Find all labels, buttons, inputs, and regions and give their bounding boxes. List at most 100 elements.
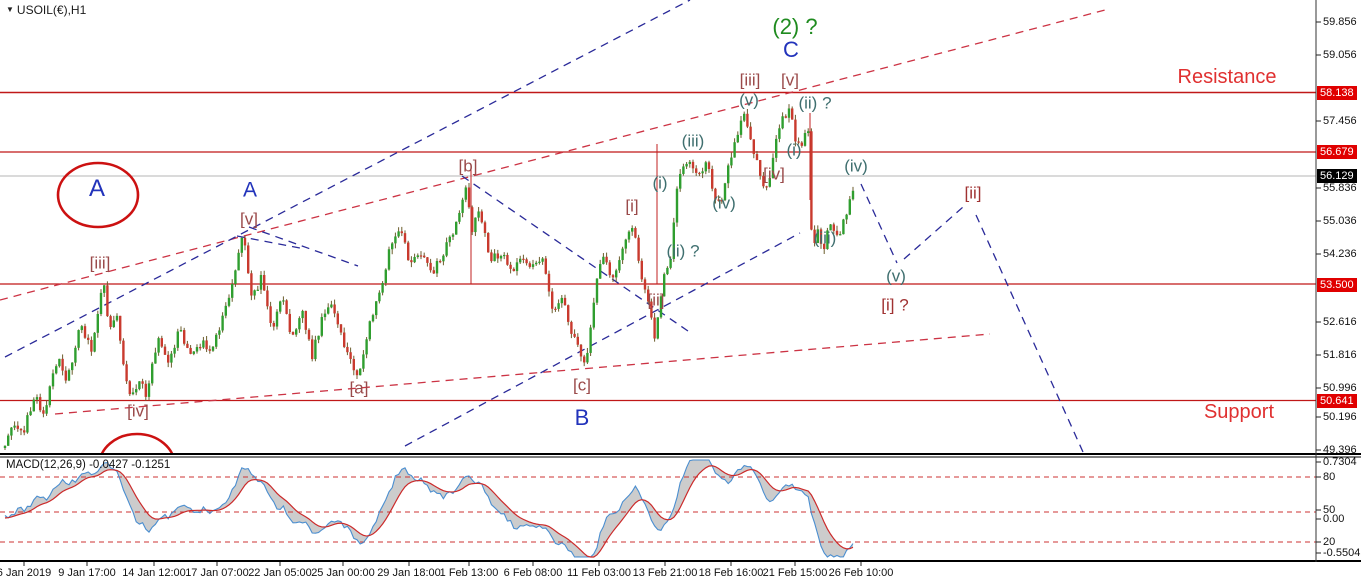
bearish-candle [650,301,653,318]
bearish-candle [410,260,413,263]
red-dashed-trendline[interactable] [0,9,1106,301]
bearish-candle [759,160,762,176]
bearish-candle [125,364,128,382]
blue-dashed-trendline[interactable] [975,214,1084,453]
bullish-candle [816,229,819,243]
bullish-candle [115,315,119,321]
blue-dashed-trendline[interactable] [860,183,898,264]
bullish-candle [234,270,237,284]
bullish-candle [282,300,285,302]
blue-dashed-trendline[interactable] [404,232,801,447]
symbol-period-label: USOIL(€),H1 [16,3,87,17]
time-axis-label: 6 Feb 08:00 [503,567,563,579]
bearish-candle [128,381,131,395]
bearish-candle [339,324,343,333]
wave-label: (i) [786,140,802,160]
bullish-candle [359,368,362,376]
bullish-candle [538,261,541,263]
chart-symbol-title[interactable]: ▼ USOIL(€),H1 [6,3,86,17]
bullish-candle [394,236,397,244]
ellipse-annotation[interactable] [56,161,140,229]
price-tick-label: 49.396 [1323,444,1357,456]
bullish-candle [845,214,848,220]
bearish-candle [432,270,435,274]
bearish-candle [551,291,554,309]
wave-label: [ii] [964,183,982,203]
bearish-candle [819,229,823,244]
blue-dashed-trendline[interactable] [4,0,691,358]
bullish-candle [202,340,205,348]
blue-dashed-trendline[interactable] [248,226,359,267]
bullish-candle [275,311,279,327]
collapse-triangle-icon[interactable]: ▼ [6,5,14,14]
indicator-tick-label: 50 [1323,504,1336,516]
bearish-candle [311,339,314,360]
bullish-candle [170,353,173,363]
time-axis-label: 11 Feb 03:00 [566,567,632,579]
wave-label: B [574,405,590,430]
bearish-candle [266,290,269,307]
price-level-badge: 58.138 [1317,86,1357,100]
bullish-candle [743,113,746,121]
time-axis-label: 21 Feb 15:00 [762,567,828,579]
wave-label: A [242,178,258,202]
bullish-candle [839,234,842,236]
bearish-candle [567,305,570,322]
bearish-candle [355,370,359,376]
bullish-candle [330,304,333,308]
wave-label: (iii) [681,131,705,151]
bearish-candle [243,237,247,246]
wave-label: C [783,37,799,62]
bullish-candle [435,261,439,274]
ellipse-annotation[interactable] [99,432,175,498]
bullish-candle [455,221,458,235]
blue-dashed-trendline[interactable] [903,206,964,260]
bullish-candle [176,331,179,348]
time-axis-label: 9 Jan 17:00 [58,567,116,579]
bearish-candle [605,256,608,263]
wave-label: [v] [781,70,799,90]
wave-label: [i] [625,196,639,216]
bullish-candle [381,283,384,293]
bullish-candle [442,255,445,262]
bullish-candle [384,269,387,284]
time-axis-label: 22 Jan 05:00 [248,567,312,579]
bullish-candle [112,320,115,327]
bearish-candle [707,162,711,169]
bullish-candle [3,445,7,448]
bearish-candle [272,322,275,327]
price-tick-label: 54.236 [1323,248,1357,260]
bearish-candle [269,306,272,323]
bullish-candle [733,142,736,158]
bullish-candle [77,330,80,348]
bullish-candle [74,347,77,363]
bearish-candle [823,243,826,250]
wave-label: (iii) [813,228,837,248]
bullish-candle [227,297,231,306]
bullish-candle [842,219,845,235]
wave-label: (iv) [712,193,736,213]
bearish-candle [183,330,186,344]
bearish-candle [144,383,147,397]
bearish-candle [611,275,615,278]
blue-dashed-trendline[interactable] [236,235,301,249]
wave-label: [iii] [89,253,111,273]
wave-label: (i) [652,173,668,193]
bearish-candle [528,263,531,267]
bullish-candle [803,133,807,146]
red-dashed-trendline[interactable] [54,333,991,415]
bullish-candle [237,252,240,271]
bullish-candle [595,278,599,303]
wave-label: [ii] [647,290,665,310]
bullish-candle [704,162,707,172]
bullish-candle [375,301,378,316]
bullish-candle [727,165,730,184]
bearish-candle [547,273,551,292]
bearish-candle [160,338,163,347]
bearish-candle [643,279,647,290]
indicator-tick-label: 20 [1323,536,1336,548]
time-axis-label: 13 Feb 21:00 [632,567,698,579]
bullish-candle [55,366,58,374]
bearish-candle [490,252,493,262]
